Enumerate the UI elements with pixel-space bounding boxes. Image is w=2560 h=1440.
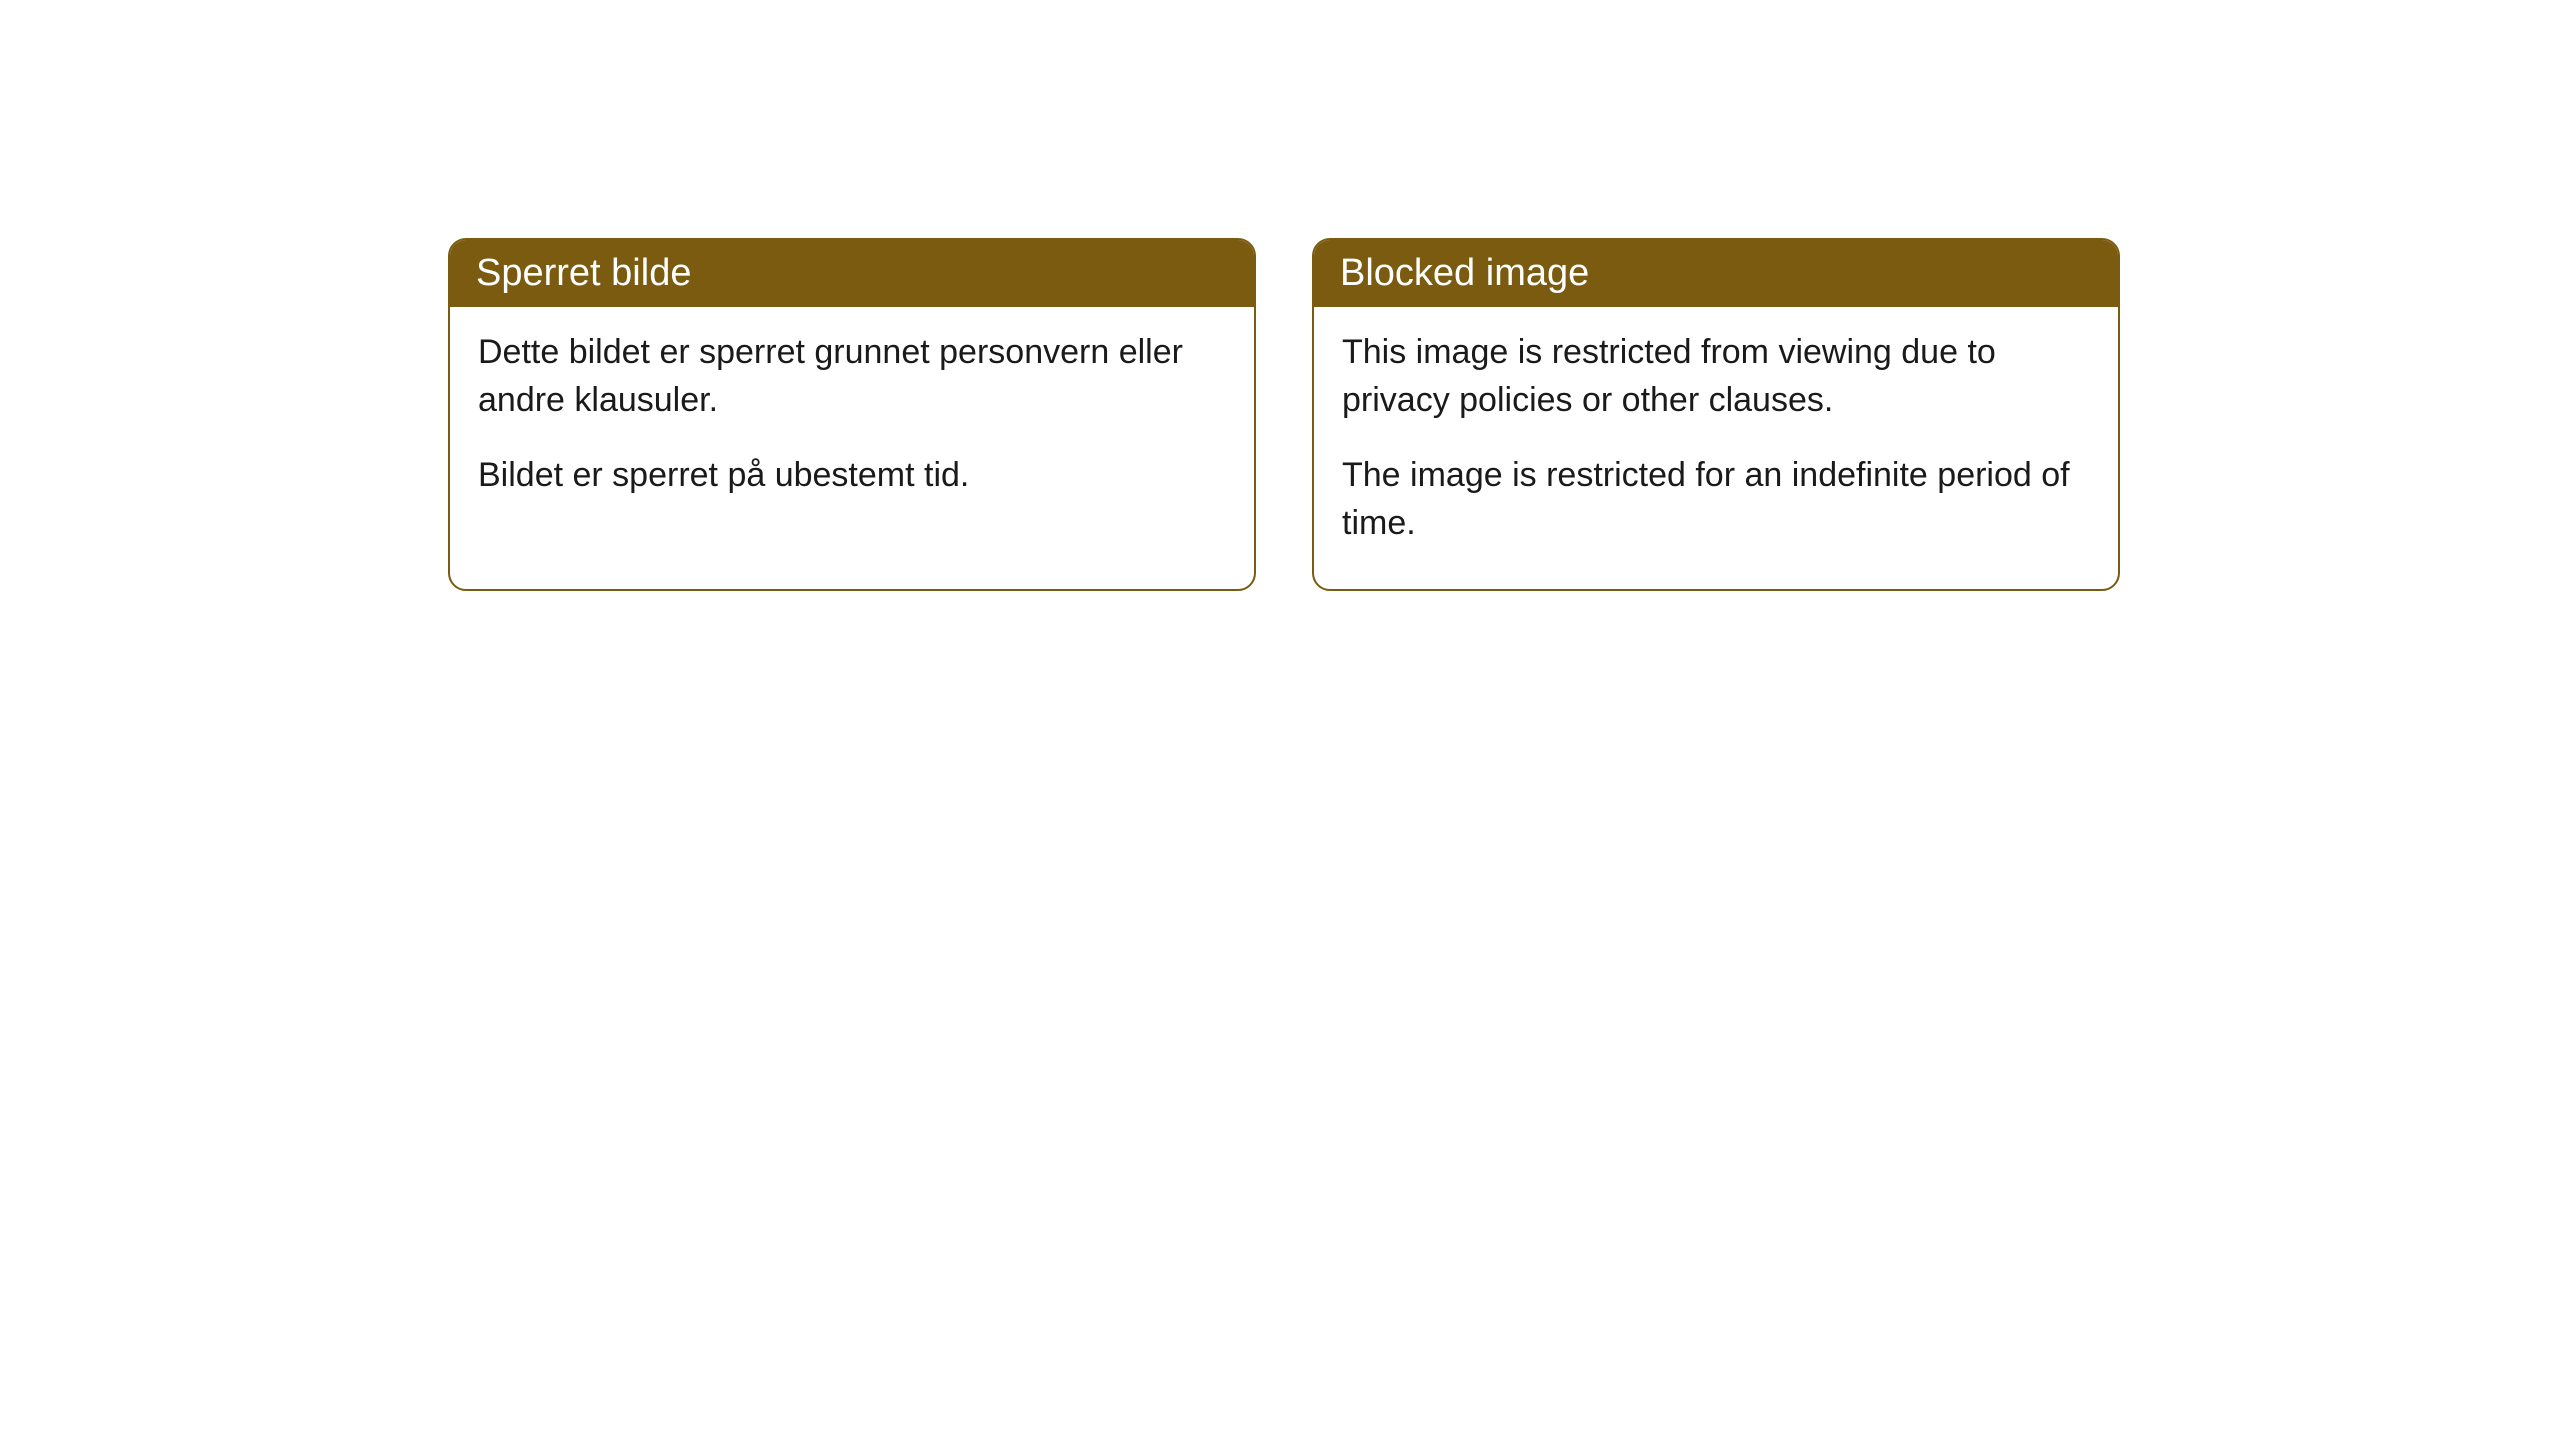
card-body: This image is restricted from viewing du…: [1314, 307, 2118, 589]
card-header: Blocked image: [1314, 240, 2118, 307]
blocked-image-card-english: Blocked image This image is restricted f…: [1312, 238, 2120, 591]
card-paragraph-2: Bildet er sperret på ubestemt tid.: [478, 452, 1226, 500]
card-title: Blocked image: [1340, 252, 1589, 294]
card-header: Sperret bilde: [450, 240, 1254, 307]
card-paragraph-1: This image is restricted from viewing du…: [1342, 329, 2090, 424]
card-title: Sperret bilde: [476, 252, 691, 294]
blocked-image-card-norwegian: Sperret bilde Dette bildet er sperret gr…: [448, 238, 1256, 591]
notice-cards-container: Sperret bilde Dette bildet er sperret gr…: [448, 238, 2120, 591]
card-paragraph-2: The image is restricted for an indefinit…: [1342, 452, 2090, 547]
card-paragraph-1: Dette bildet er sperret grunnet personve…: [478, 329, 1226, 424]
card-body: Dette bildet er sperret grunnet personve…: [450, 307, 1254, 542]
